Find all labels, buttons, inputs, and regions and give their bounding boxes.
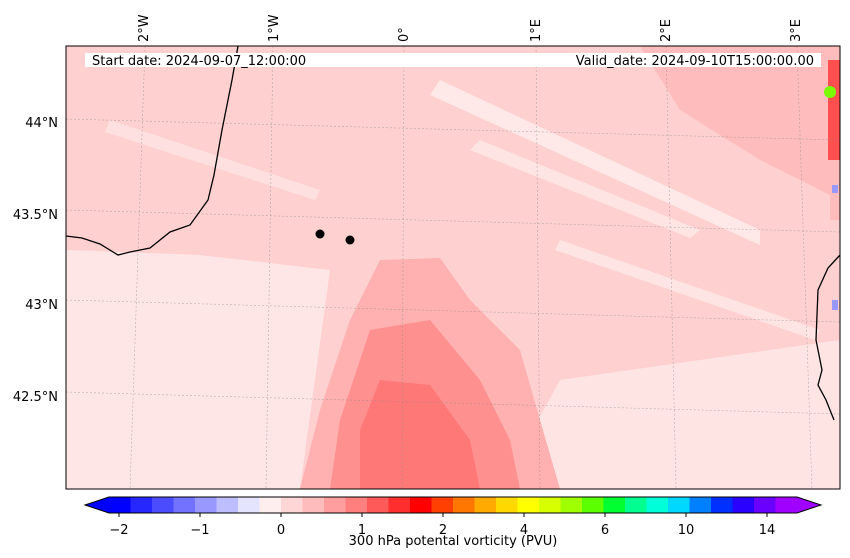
colorbar-segment	[732, 497, 755, 513]
lon-label-3: 1°E	[529, 19, 544, 42]
cbar-tick-7: 10	[678, 523, 695, 538]
colorbar-label: 300 hPa potental vorticity (PVU)	[349, 534, 558, 549]
colorbar-segment	[345, 497, 368, 513]
cbar-tick-5: 4	[520, 523, 528, 538]
lat-label-2: 43°N	[25, 298, 58, 313]
start-date-text: Start date: 2024-09-07_12:00:00	[92, 54, 306, 69]
colorbar-segment	[603, 497, 626, 513]
colorbar-segment	[109, 497, 131, 513]
colorbar-segment	[152, 497, 174, 513]
colorbar-segment	[668, 497, 690, 513]
coastline	[66, 46, 840, 421]
colorbar-segment	[474, 497, 497, 513]
colorbar-segment	[775, 497, 798, 513]
colorbar	[83, 496, 823, 517]
colorbar-segment	[410, 497, 432, 513]
colorbar-segment	[560, 497, 583, 513]
colorbar-segment	[281, 497, 303, 513]
cbar-tick-8: 14	[759, 523, 776, 538]
colorbar-segment	[388, 497, 411, 513]
cbar-tick-2: 0	[277, 523, 285, 538]
colorbar-segment	[259, 497, 282, 513]
lon-label-1: 1°W	[267, 14, 282, 42]
cbar-tick-3: 1	[358, 523, 366, 538]
marker-point-1	[315, 229, 325, 239]
pv-field	[66, 46, 840, 489]
colorbar-segment	[130, 497, 153, 513]
colorbar-segment	[324, 497, 346, 513]
cbar-tick-4: 2	[439, 523, 447, 538]
colorbar-segment	[539, 497, 561, 513]
colorbar-segment	[238, 497, 260, 513]
lon-label-4: 2°E	[659, 19, 674, 42]
graticule	[66, 46, 840, 489]
map-frame	[65, 45, 841, 490]
colorbar-segment	[689, 497, 712, 513]
cbar-tick-1: −1	[190, 523, 209, 538]
colorbar-segment	[754, 497, 776, 513]
colorbar-segment	[453, 497, 475, 513]
colorbar-segment	[302, 497, 325, 513]
lat-label-0: 44°N	[25, 116, 58, 131]
colorbar-segment	[711, 497, 733, 513]
colorbar-segment	[646, 497, 669, 513]
colorbar-segment	[496, 497, 518, 513]
colorbar-segment	[173, 497, 196, 513]
colorbar-extend-low	[85, 497, 109, 513]
valid-date-text: Valid_date: 2024-09-10T15:00:00.00	[576, 54, 814, 69]
lat-label-1: 43.5°N	[13, 208, 58, 223]
colorbar-segment	[431, 497, 454, 513]
marker-point-2	[345, 235, 355, 245]
colorbar-extend-high	[797, 497, 821, 513]
cbar-tick-0: −2	[109, 523, 128, 538]
colorbar-segment	[367, 497, 389, 513]
cbar-tick-6: 6	[601, 523, 609, 538]
colorbar-segment	[517, 497, 540, 513]
info-bar	[85, 53, 821, 67]
lon-label-2: 0°	[397, 27, 412, 42]
colorbar-ticks: −2 −1 0 1 2 4 6 10 14	[109, 523, 775, 538]
colorbar-outline	[83, 496, 823, 514]
colorbar-segment	[625, 497, 647, 513]
lat-label-3: 42.5°N	[13, 390, 58, 405]
colorbar-segment	[216, 497, 239, 513]
colorbar-segment	[582, 497, 604, 513]
lon-label-0: 2°W	[137, 14, 152, 42]
colorbar-segment	[195, 497, 217, 513]
lon-label-5: 3°E	[789, 19, 804, 42]
